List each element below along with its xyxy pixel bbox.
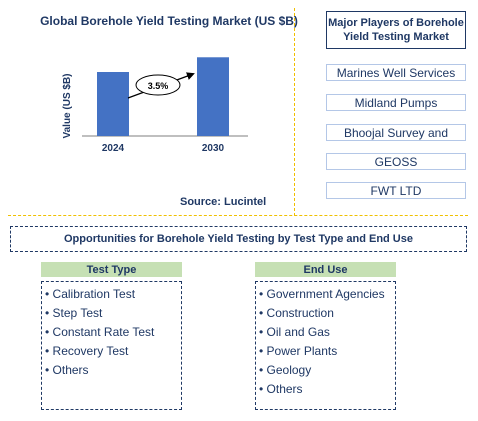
list-item: • Recovery Test <box>45 344 129 358</box>
player-item: Marines Well Services <box>326 64 466 81</box>
list-item: • Construction <box>259 306 334 320</box>
player-item: GEOSS <box>326 153 466 170</box>
player-item: Midland Pumps <box>326 94 466 111</box>
test-type-list: • Calibration Test • Step Test • Constan… <box>41 281 182 410</box>
player-item: Bhoojal Survey and <box>326 124 466 141</box>
bar-2024 <box>97 72 129 136</box>
bar-chart: Value (US $B) 2024 2030 3.5% <box>62 57 248 154</box>
x-tick-label: 2024 <box>102 143 125 154</box>
list-item: • Geology <box>259 363 312 377</box>
chart-title: Global Borehole Yield Testing Market (US… <box>40 14 298 28</box>
player-item: FWT LTD <box>326 182 466 199</box>
opportunities-heading: Opportunities for Borehole Yield Testing… <box>10 226 467 252</box>
list-item: • Government Agencies <box>259 287 385 301</box>
list-item: • Others <box>259 382 303 396</box>
list-item: • Oil and Gas <box>259 325 330 339</box>
vertical-divider <box>294 8 295 216</box>
x-tick-label: 2030 <box>202 143 225 154</box>
end-use-heading: End Use <box>255 262 396 277</box>
source-label: Source: Lucintel <box>180 196 267 208</box>
list-item: • Others <box>45 363 89 377</box>
test-type-heading: Test Type <box>41 262 182 277</box>
end-use-list: • Government Agencies • Construction • O… <box>255 281 396 410</box>
list-item: • Power Plants <box>259 344 338 358</box>
players-heading: Major Players of Borehole Yield Testing … <box>326 11 466 49</box>
cagr-label: 3.5% <box>148 81 169 91</box>
y-axis-label: Value (US $B) <box>62 73 73 138</box>
cagr-bubble <box>135 74 181 96</box>
horizontal-divider <box>8 215 468 216</box>
list-item: • Calibration Test <box>45 287 136 301</box>
bar-2030 <box>197 57 229 136</box>
list-item: • Constant Rate Test <box>45 325 155 339</box>
list-item: • Step Test <box>45 306 103 320</box>
